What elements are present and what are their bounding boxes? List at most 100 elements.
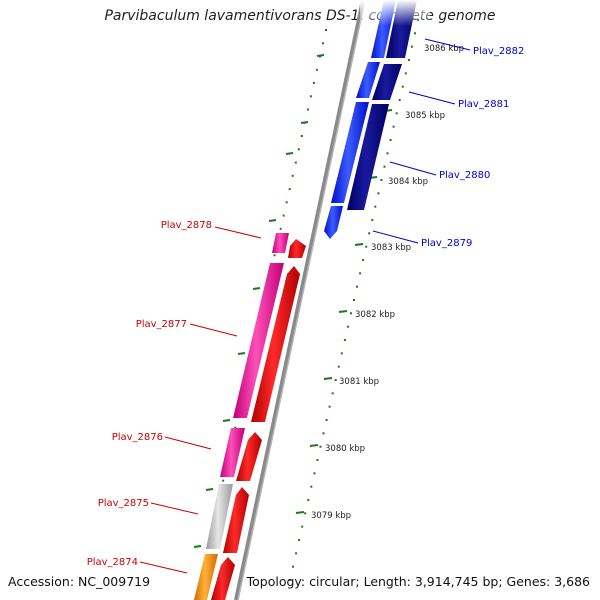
tick-dot xyxy=(356,285,358,288)
ruler-tick-label: 3084 kbp xyxy=(388,177,428,187)
gene-block-plav-2881-b[interactable] xyxy=(372,64,402,100)
gene-block-plav-2880[interactable] xyxy=(331,102,369,203)
tick-dot xyxy=(297,148,300,151)
tick-dot xyxy=(279,227,282,230)
ruler-tick-label: 3079 kbp xyxy=(311,511,351,521)
tick-dot xyxy=(310,485,313,488)
tick-dot xyxy=(368,232,371,235)
ruler-tick-label: 3081 kbp xyxy=(339,377,379,387)
gene-block-plav-2876[interactable] xyxy=(220,428,245,477)
accession-text: Accession: NC_009719 xyxy=(8,574,151,589)
gene-label-plav-2882[interactable]: Plav_2882 xyxy=(473,46,524,57)
tick-dot xyxy=(414,32,416,35)
gene-label-plav-2881[interactable]: Plav_2881 xyxy=(458,99,509,110)
tick-dot xyxy=(346,325,349,328)
leader-line xyxy=(164,436,212,450)
ruler-tick-label: 3082 kbp xyxy=(355,310,395,320)
gene-label-plav-2874[interactable]: Plav_2874 xyxy=(87,557,138,568)
tick-track-right xyxy=(289,19,419,581)
tick-dot xyxy=(315,68,318,71)
tick-dot xyxy=(304,512,307,515)
gene-block-plav-2875-b[interactable] xyxy=(223,487,249,553)
tick-dot xyxy=(350,312,352,315)
gene-block-plav-2878-b[interactable] xyxy=(288,239,306,258)
gene-label-plav-2879[interactable]: Plav_2879 xyxy=(421,238,472,249)
gene-block-plav-2880-b[interactable] xyxy=(347,104,389,210)
tick-dot xyxy=(362,259,365,261)
leader-line xyxy=(139,561,188,574)
tick-dot xyxy=(386,152,389,155)
ruler-tick xyxy=(323,377,333,380)
ruler-tick xyxy=(338,310,348,313)
tick-dot xyxy=(307,499,310,501)
forward-gene-blocks xyxy=(324,0,430,239)
leader-line xyxy=(372,230,419,244)
tick-dot xyxy=(301,525,304,528)
tick-dot xyxy=(300,135,303,137)
gene-label-plav-2878[interactable]: Plav_2878 xyxy=(161,220,212,231)
gene-block-plav-2875[interactable] xyxy=(206,484,233,549)
gene-block-plav-2876-b[interactable] xyxy=(236,432,262,481)
reverse-gene-labels: Plav_2878 Plav_2877 Plav_2876 Plav_2875 … xyxy=(87,220,262,574)
tick-dot xyxy=(377,192,380,195)
genome-summary-text: Topology: circular; Length: 3,914,745 bp… xyxy=(246,574,590,589)
tick-dot xyxy=(410,45,413,48)
tick-dot xyxy=(291,174,294,177)
tick-dot xyxy=(340,352,343,355)
tick-dot xyxy=(295,552,298,555)
gene-block-plav-2878[interactable] xyxy=(272,233,289,253)
leader-line xyxy=(408,91,456,105)
tick-dot xyxy=(273,254,276,257)
tick-dot xyxy=(328,405,331,408)
tick-dot xyxy=(288,188,291,191)
tick-dot xyxy=(309,95,312,98)
gene-label-plav-2875[interactable]: Plav_2875 xyxy=(98,498,149,509)
tick-dot xyxy=(365,245,368,248)
tick-dot xyxy=(334,379,337,381)
ruler-tick xyxy=(295,511,305,514)
tick-dot xyxy=(222,479,225,482)
leader-line xyxy=(214,226,262,239)
tick-dot xyxy=(294,161,297,164)
tick-dot xyxy=(298,539,301,541)
tick-dot xyxy=(282,214,285,217)
ruler-tick xyxy=(309,444,319,447)
genome-backbone-shadow xyxy=(237,0,366,600)
gene-block-plav-2874-b[interactable] xyxy=(211,557,235,600)
gene-block-plav-2877[interactable] xyxy=(233,263,284,418)
gene-block-plav-2874[interactable] xyxy=(194,554,218,600)
gene-label-plav-2877[interactable]: Plav_2877 xyxy=(136,319,187,330)
gene-block-plav-2881[interactable] xyxy=(356,62,380,98)
tick-dot xyxy=(395,112,398,115)
leader-line xyxy=(424,38,471,51)
tick-dot xyxy=(325,419,328,421)
tick-dot xyxy=(289,579,291,581)
forward-gene-labels: Plav_2882 Plav_2881 Plav_2880 Plav_2879 xyxy=(372,38,524,249)
tick-dot xyxy=(407,59,410,61)
gene-label-plav-2876[interactable]: Plav_2876 xyxy=(112,432,163,443)
genome-backbone xyxy=(234,0,365,600)
forward-track-fade xyxy=(360,0,430,26)
tick-dot xyxy=(325,29,327,31)
tick-dot xyxy=(313,472,316,475)
tick-dot xyxy=(234,426,237,429)
tick-dot xyxy=(380,179,383,181)
leader-line xyxy=(189,323,238,337)
gene-block-plav-2877-b[interactable] xyxy=(251,266,300,422)
tick-dot xyxy=(398,99,401,101)
ruler-tick-label: 3083 kbp xyxy=(371,243,411,253)
left-track-marks xyxy=(193,54,325,548)
gene-label-plav-2880[interactable]: Plav_2880 xyxy=(439,170,490,181)
tick-dot xyxy=(359,272,362,275)
tick-dot xyxy=(383,165,386,168)
tick-dot xyxy=(312,82,315,84)
leader-line xyxy=(389,161,437,176)
leader-line xyxy=(150,502,199,515)
tick-dot xyxy=(292,565,294,568)
tick-dot xyxy=(331,392,334,395)
tick-dot xyxy=(371,219,374,221)
gene-block-plav-2879[interactable] xyxy=(324,206,343,239)
tick-dot xyxy=(285,201,288,204)
tick-dot xyxy=(353,299,355,301)
